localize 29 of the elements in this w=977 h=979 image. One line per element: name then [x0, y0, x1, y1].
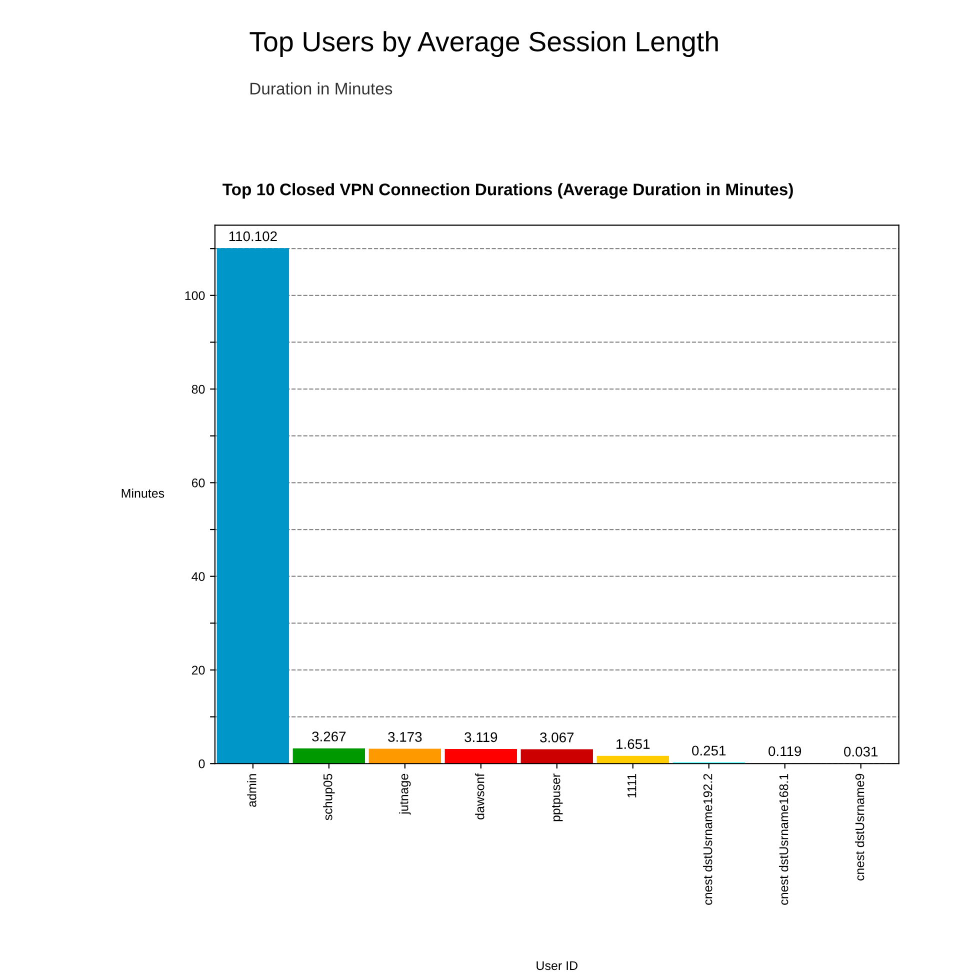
chart-subtitle: Duration in Minutes — [250, 82, 392, 95]
y-tick-label: 40 — [192, 572, 205, 581]
data-label: 0.251 — [692, 746, 726, 756]
x-tick-label: pptpuser — [552, 774, 563, 822]
y-tick-label: 80 — [192, 384, 205, 394]
x-tick-label: admin — [247, 774, 256, 807]
chart-title: Top Users by Average Session Length — [250, 31, 718, 57]
y-tick-label: 20 — [192, 666, 205, 675]
x-tick-label: cnest dstUsrname192.2 — [703, 774, 712, 905]
y-axis-title: Minutes — [122, 488, 164, 498]
data-label: 0.031 — [844, 746, 878, 757]
data-label: 3.067 — [540, 732, 574, 742]
x-tick-label: 1111 — [628, 774, 636, 798]
x-tick-label: schup05 — [323, 774, 335, 820]
y-tick-label: 60 — [192, 478, 205, 488]
y-tick-label: 0 — [198, 759, 205, 768]
data-label: 0.119 — [768, 746, 802, 756]
x-axis-title: User ID — [536, 961, 578, 970]
x-tick-label: cnest dstUsrname9 — [855, 774, 864, 880]
data-label: 3.119 — [464, 732, 498, 742]
x-tick-label: cnest dstUsrname168.1 — [779, 774, 788, 905]
data-label: 1.651 — [616, 739, 650, 749]
text: Top 10 Closed VPN Connection Durations (Average Duration in Minutes) — [222, 183, 793, 199]
y-tick-label: 100 — [185, 291, 205, 300]
x-tick-label: dawsonf — [475, 773, 484, 820]
data-label: 3.173 — [388, 732, 422, 742]
x-tick-label: jutnage — [399, 774, 411, 815]
data-label: 110.102 — [229, 231, 277, 242]
data-label: 3.267 — [312, 732, 346, 742]
